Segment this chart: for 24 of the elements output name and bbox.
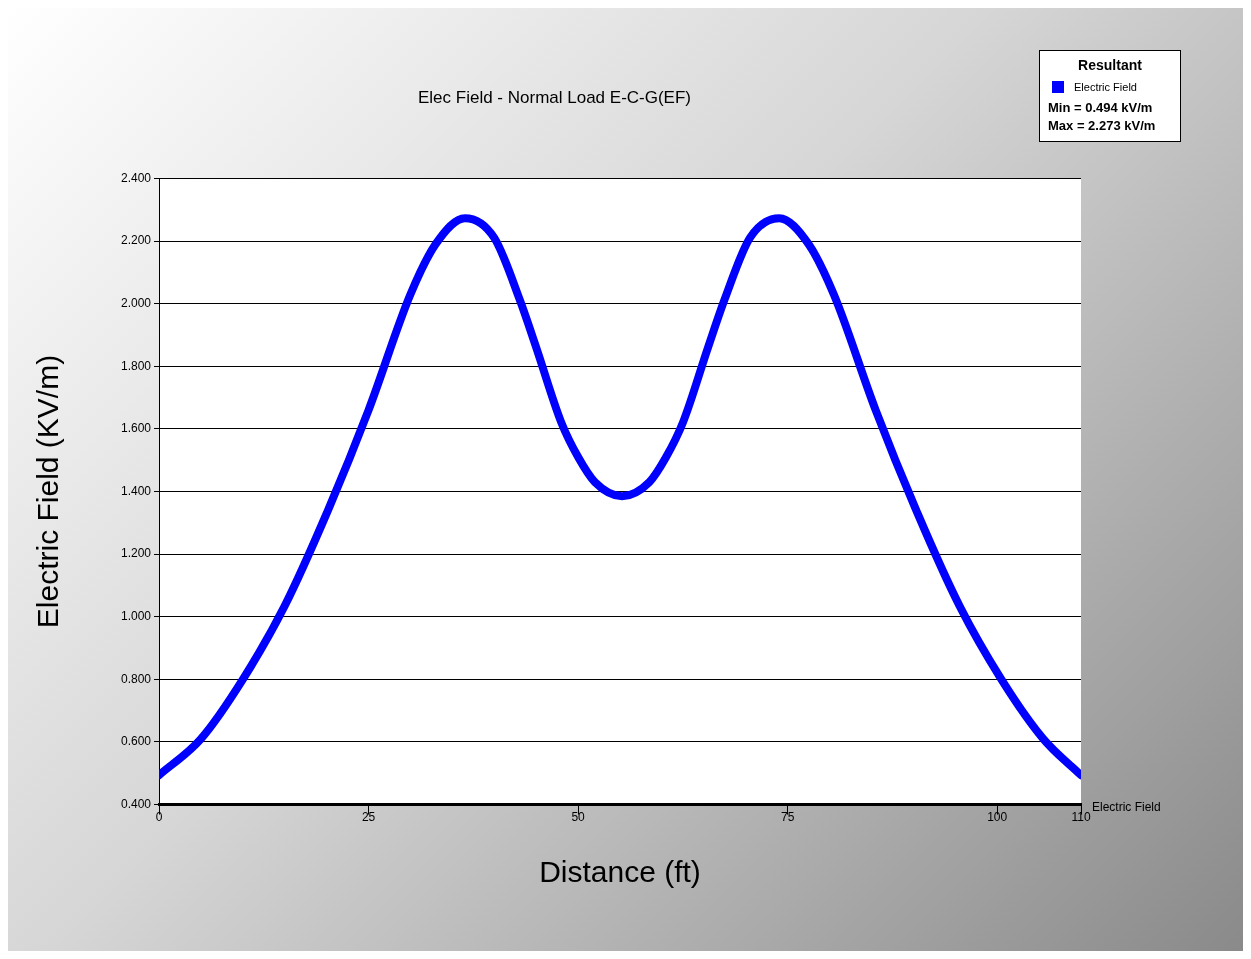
y-tick-label: 2.200 [121,233,152,248]
y-tick-label: 1.600 [121,421,152,436]
y-tick-label: 1.800 [121,358,152,373]
y-tick-label: 0.600 [121,734,152,749]
y-tick-label: 0.800 [121,671,152,686]
text: Min = 0.494 kV/m [1048,99,1154,117]
text: Max = 2.273 kV/m [1048,117,1157,135]
legend-title: Resultant [1077,57,1143,73]
y-tick-label: 1.000 [121,609,152,624]
legend-label: Electric Field [1074,81,1137,93]
y-tick-label: 1.400 [121,483,152,498]
y-tick-label: 1.200 [121,546,152,561]
y-tick-label: 0.400 [121,796,152,811]
x-tick-label: 25 [361,810,376,825]
chart-title: Elec Field - Normal Load E-C-G(EF) [417,87,692,107]
y-tick-label: 2.400 [121,170,152,185]
x-tick-label: 50 [571,810,586,825]
x-tick-label: 100 [987,810,1008,825]
y-tick-label: 2.000 [121,295,152,310]
x-tick-label: 75 [780,810,795,825]
x-tick-label: 110 [1071,810,1091,825]
text: Electric Field [1092,799,1161,814]
x-axis-title: Distance (ft) [539,855,701,889]
y-axis-title: Electric Field (KV/m) [31,354,65,629]
